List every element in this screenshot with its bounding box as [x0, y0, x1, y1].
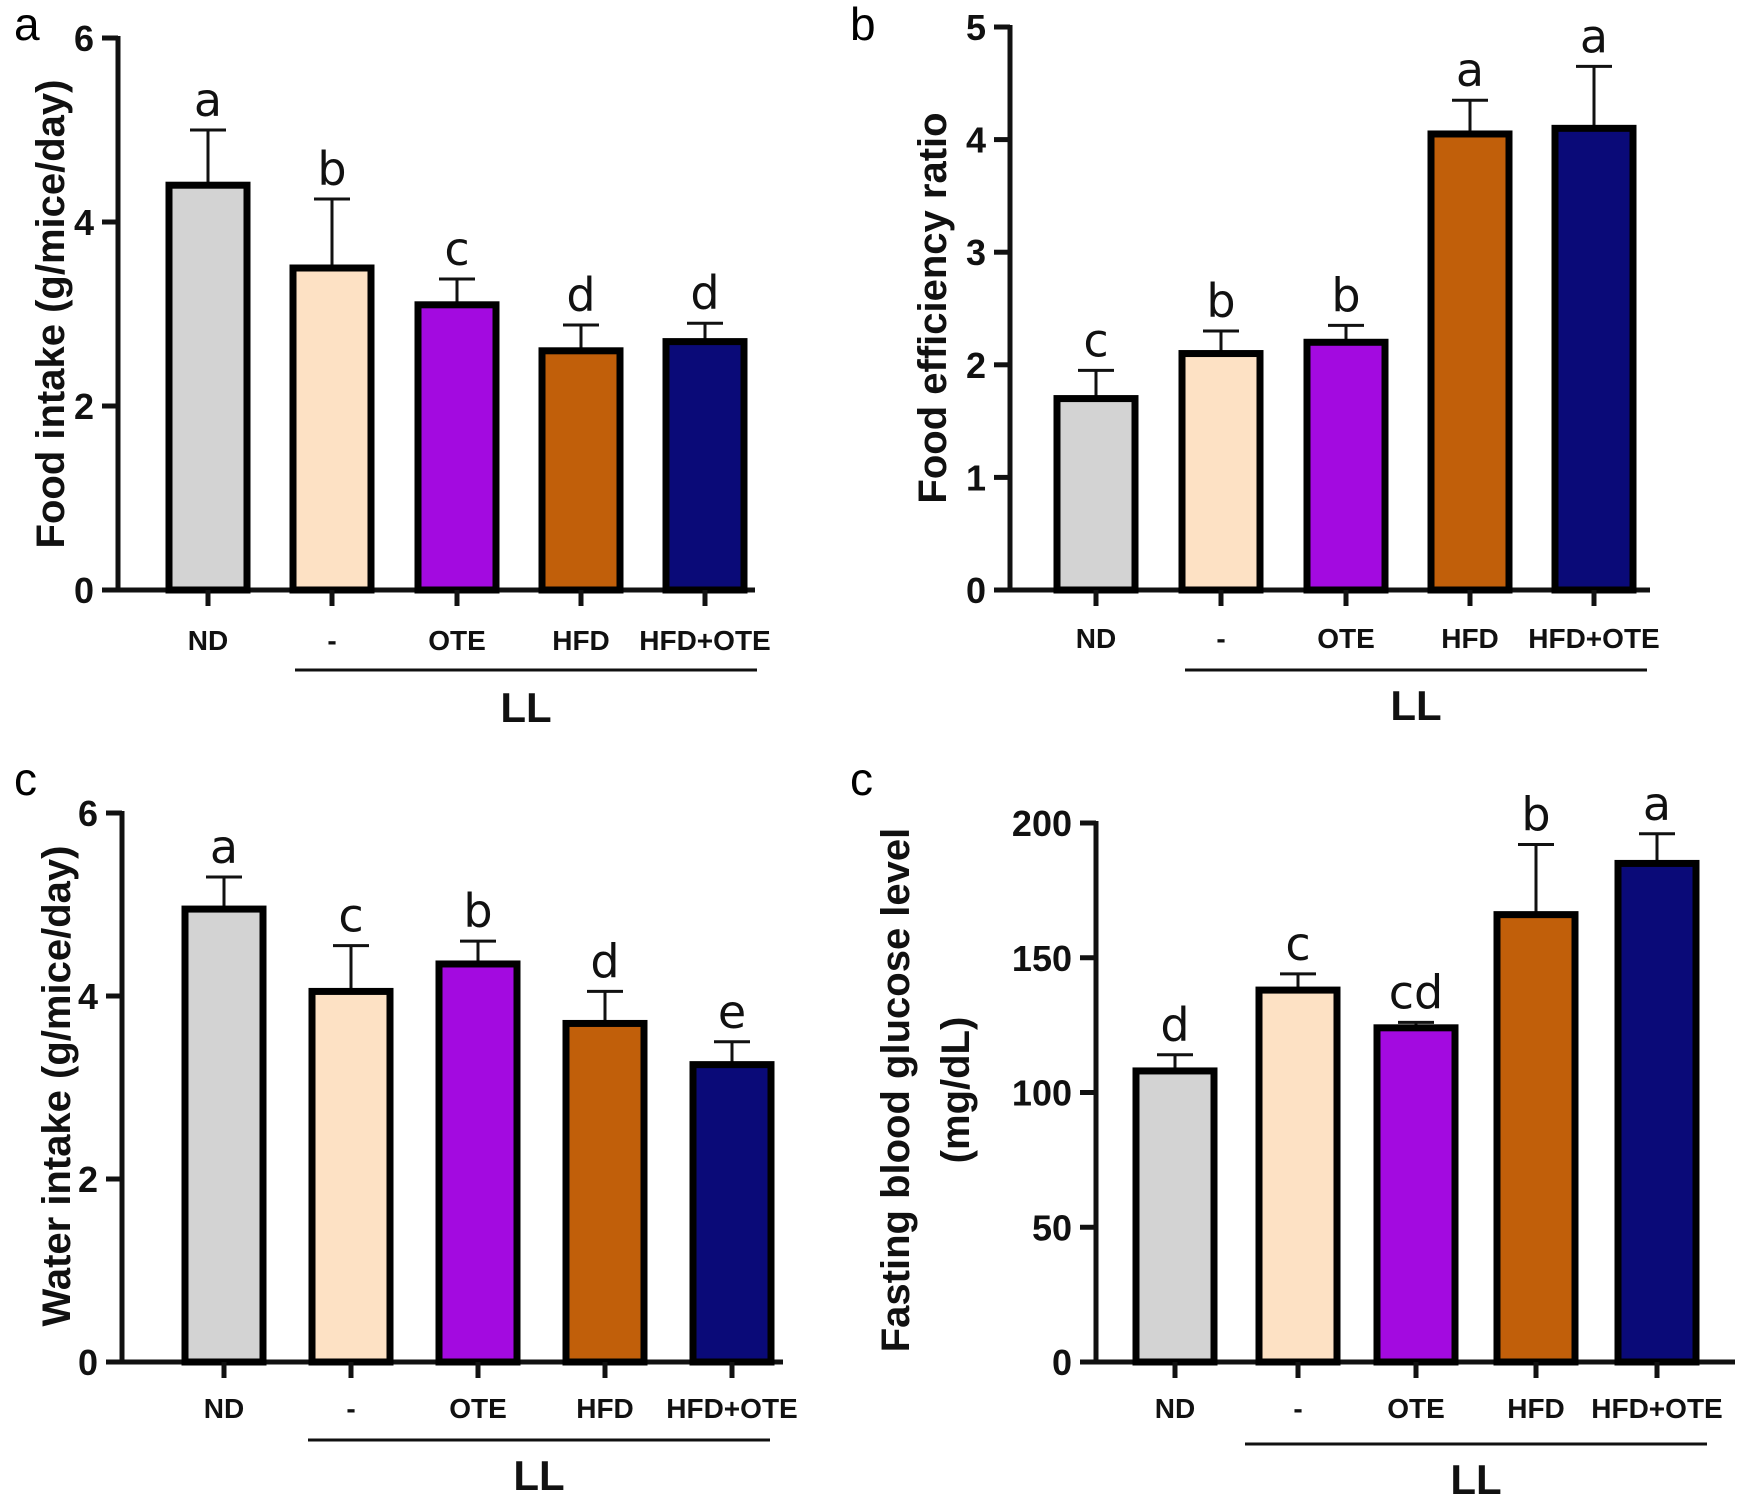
- bar-5: [1614, 859, 1700, 1366]
- bar-2: [1255, 986, 1341, 1366]
- group-label: LL: [500, 684, 551, 731]
- panel-letter: c: [14, 753, 37, 805]
- panel-letter: a: [14, 0, 40, 50]
- significance-label: c: [338, 889, 363, 943]
- bar-1: [165, 181, 251, 594]
- x-tick-label: -: [1293, 1393, 1302, 1424]
- x-tick-label: HFD+OTE: [1591, 1393, 1722, 1424]
- x-tick-label: ND: [1155, 1393, 1195, 1424]
- significance-label: b: [1521, 788, 1550, 842]
- significance-label: d: [690, 266, 719, 320]
- y-axis-label: Food efficiency ratio: [911, 112, 955, 503]
- x-tick-label: -: [1216, 623, 1225, 654]
- x-tick-label: HFD+OTE: [666, 1393, 797, 1424]
- significance-label: d: [1160, 998, 1189, 1052]
- x-tick-label: ND: [188, 625, 228, 656]
- x-tick-label: HFD: [1441, 623, 1499, 654]
- y-tick-label: 2: [78, 1159, 98, 1200]
- y-tick-label: 5: [966, 7, 986, 48]
- panel-letter: b: [850, 0, 876, 50]
- y-tick-label: 0: [966, 570, 986, 611]
- bar-5: [662, 338, 748, 594]
- x-tick-label: HFD+OTE: [1528, 623, 1659, 654]
- bar-3: [435, 960, 521, 1366]
- significance-label: a: [210, 820, 238, 874]
- x-tick-label: OTE: [428, 625, 486, 656]
- bar-1: [1132, 1067, 1218, 1366]
- significance-label: a: [1456, 43, 1484, 97]
- x-tick-label: HFD: [576, 1393, 634, 1424]
- group-label: LL: [1450, 1456, 1501, 1499]
- x-tick-label: HFD+OTE: [639, 625, 770, 656]
- significance-label: b: [1206, 274, 1235, 328]
- group-label: LL: [1390, 682, 1441, 729]
- bar-2: [289, 264, 375, 594]
- x-tick-label: -: [346, 1393, 355, 1424]
- y-axis-label: Fasting blood glucose level (mg/dL): [874, 828, 978, 1353]
- bar-1: [1053, 395, 1139, 594]
- y-tick-label: 2: [74, 386, 94, 427]
- significance-label: a: [1580, 9, 1608, 63]
- y-tick-label: 4: [78, 976, 98, 1017]
- significance-label: c: [1083, 313, 1108, 367]
- bar-2: [1178, 350, 1264, 594]
- bar-3: [414, 301, 500, 594]
- y-tick-label: 4: [966, 120, 986, 161]
- y-tick-label: 4: [74, 202, 94, 243]
- y-tick-label: 150: [1012, 938, 1072, 979]
- x-tick-label: OTE: [1387, 1393, 1445, 1424]
- significance-label: a: [194, 73, 222, 127]
- y-tick-label: 100: [1012, 1073, 1072, 1114]
- y-tick-label: 6: [78, 793, 98, 834]
- significance-label: e: [718, 985, 746, 1039]
- x-tick-label: HFD: [1507, 1393, 1565, 1424]
- significance-label: d: [590, 934, 619, 988]
- y-axis-label: Food intake (g/mice/day): [29, 80, 73, 549]
- significance-label: c: [444, 222, 469, 276]
- bar-1: [181, 905, 267, 1366]
- y-tick-label: 1: [966, 457, 986, 498]
- significance-label: b: [463, 884, 492, 938]
- significance-label: cd: [1389, 965, 1444, 1019]
- chart-panel-2: b 0 1 2 3 4 5 Food efficiency ratio c ND b - b OTE a HF…: [850, 0, 1660, 729]
- chart-panel-3: c 0 2 4 6 Water intake (g/mice/day) a ND c - b OTE d…: [14, 753, 798, 1499]
- y-tick-label: 0: [78, 1342, 98, 1383]
- bar-4: [1493, 911, 1579, 1366]
- bar-4: [538, 347, 624, 594]
- significance-label: a: [1643, 777, 1671, 831]
- y-tick-label: 0: [74, 570, 94, 611]
- y-tick-label: 0: [1052, 1342, 1072, 1383]
- x-tick-label: ND: [204, 1393, 244, 1424]
- significance-label: b: [1331, 268, 1360, 322]
- significance-label: b: [317, 142, 346, 196]
- bar-4: [562, 1019, 648, 1366]
- y-tick-label: 2: [966, 345, 986, 386]
- y-axis-label: Water intake (g/mice/day): [35, 846, 79, 1327]
- bar-2: [308, 987, 394, 1366]
- bar-5: [1551, 124, 1637, 594]
- x-tick-label: OTE: [1317, 623, 1375, 654]
- bar-3: [1303, 338, 1389, 594]
- y-tick-label: 200: [1012, 803, 1072, 844]
- chart-panel-4: c 0 50 100 150 200 Fasting blood glucose level…: [850, 753, 1735, 1499]
- x-tick-label: -: [327, 625, 336, 656]
- y-tick-label: 3: [966, 232, 986, 273]
- bar-5: [689, 1061, 775, 1366]
- y-tick-label: 50: [1032, 1207, 1072, 1248]
- y-tick-label: 6: [74, 18, 94, 59]
- panel-letter: c: [850, 753, 873, 805]
- x-tick-label: OTE: [449, 1393, 507, 1424]
- significance-label: d: [566, 268, 595, 322]
- x-tick-label: HFD: [552, 625, 610, 656]
- significance-label: c: [1285, 917, 1310, 971]
- bar-3: [1373, 1024, 1459, 1366]
- group-label: LL: [513, 1452, 564, 1499]
- x-tick-label: ND: [1076, 623, 1116, 654]
- bar-4: [1427, 130, 1513, 594]
